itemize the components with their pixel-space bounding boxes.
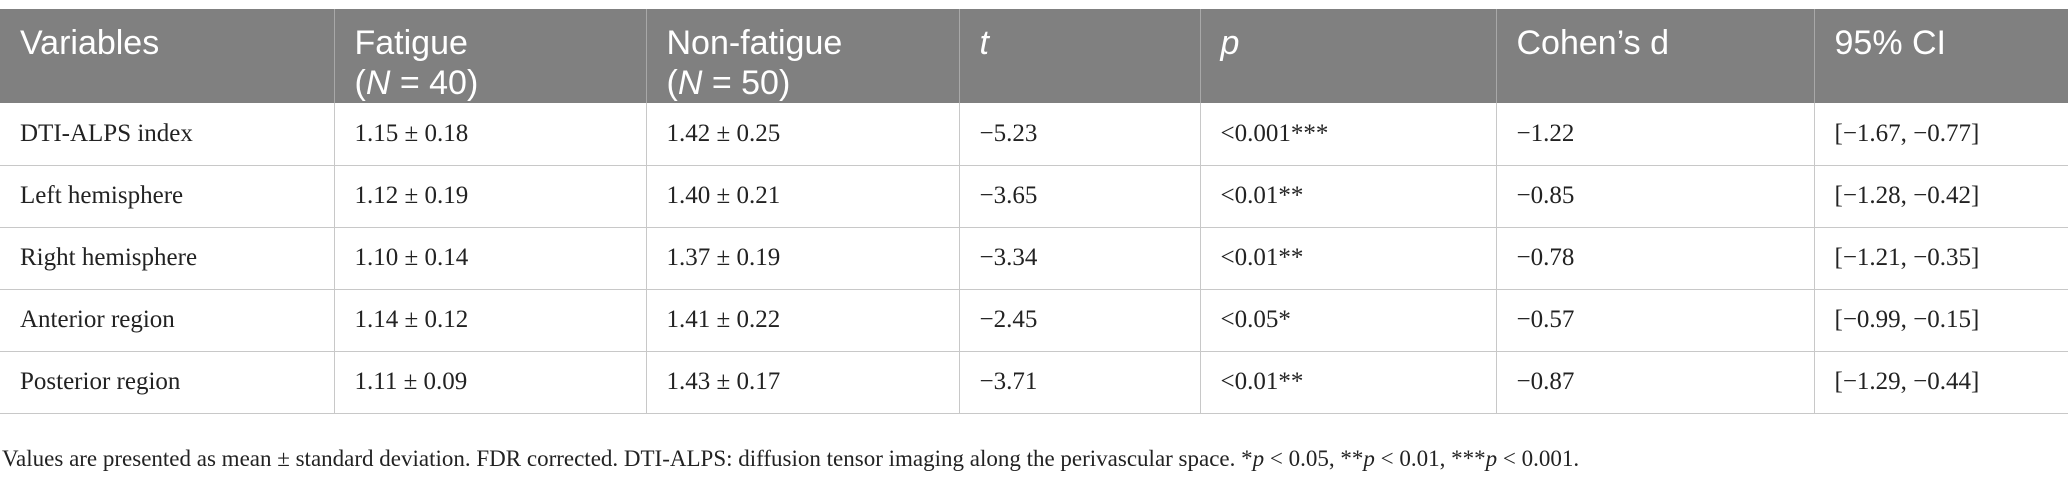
text-segment: Non-fatigue [666,24,843,62]
text-segment: ( [666,64,678,102]
table-row: Posterior region 1.11 ± 0.09 1.43 ± 0.17 −3… [0,351,2068,414]
table-cell: 1.40 ± 0.21 [645,165,959,228]
header-cell: Variables [0,9,334,103]
text-segment: Variables [20,24,160,62]
text-segment: < 0.001. [1497,446,1580,471]
table-cell: 1.42 ± 0.25 [645,103,959,166]
header-cell: Non-fatigue (N = 50) [645,9,959,103]
table-cell: <0.01** [1199,227,1496,290]
header-row: Variables Fatigue (N = 40) Non-fatigue (N = … [0,9,2068,103]
text-segment: N [677,64,703,102]
table-cell: −3.34 [958,227,1200,290]
text-segment: Cohen’s d [1516,24,1670,62]
text-segment: p [1252,446,1265,471]
table-cell: 1.41 ± 0.22 [645,289,959,352]
text-segment: p [1220,24,1240,62]
table-row: Right hemisphere 1.10 ± 0.14 1.37 ± 0.19 −3… [0,227,2068,290]
table-cell: <0.01** [1199,351,1496,414]
table-cell: Right hemisphere [0,227,334,290]
table-cell: −0.85 [1495,165,1814,228]
header-cell: t [958,9,1200,103]
text-segment: Fatigue [354,24,468,62]
table-cell: 1.14 ± 0.12 [333,289,646,352]
data-table: Variables Fatigue (N = 40) Non-fatigue (N = … [0,9,2068,414]
table-cell: −2.45 [958,289,1200,352]
table-cell: 1.10 ± 0.14 [333,227,646,290]
table-cell: 1.12 ± 0.19 [333,165,646,228]
header-cell: Cohen’s d [1495,9,1814,103]
table-row: DTI-ALPS index 1.15 ± 0.18 1.42 ± 0.25 −5.2… [0,103,2068,166]
table-cell: −3.65 [958,165,1200,228]
table-cell: Anterior region [0,289,334,352]
header-line: t [980,23,1180,63]
text-segment: t [979,24,989,62]
table-cell: Left hemisphere [0,165,334,228]
table-cell: [−1.29, −0.44] [1813,351,2068,414]
header-line: Variables [20,23,314,63]
table-body: DTI-ALPS index 1.15 ± 0.18 1.42 ± 0.25 −5.2… [0,103,2068,414]
table-cell: −1.22 [1495,103,1814,166]
table-row: Anterior region 1.14 ± 0.12 1.41 ± 0.22 −2.… [0,289,2068,352]
header-line: 95% CI [1835,23,2049,63]
table-cell: [−1.67, −0.77] [1813,103,2068,166]
header-line: Non-fatigue [667,23,939,63]
table-cell: 1.37 ± 0.19 [645,227,959,290]
text-segment: ( [354,64,366,102]
table-cell: 1.43 ± 0.17 [645,351,959,414]
header-line: Fatigue [355,23,626,63]
table-cell: −0.87 [1495,351,1814,414]
text-segment: < 0.01, *** [1374,446,1486,471]
header-line: Cohen’s d [1517,23,1794,63]
header-line: (N = 50) [667,63,939,103]
header-line: (N = 40) [355,63,626,103]
table-cell: <0.05* [1199,289,1496,352]
text-segment: Values are presented as mean ± standard … [2,446,1253,471]
table-cell: <0.01** [1199,165,1496,228]
text-segment: p [1363,446,1375,471]
header-cell: 95% CI [1813,9,2068,103]
table-cell: 1.15 ± 0.18 [333,103,646,166]
table-cell: <0.001*** [1199,103,1496,166]
table-row: Left hemisphere 1.12 ± 0.19 1.40 ± 0.21 −3.… [0,165,2068,228]
table-cell: [−1.28, −0.42] [1813,165,2068,228]
table-cell: −5.23 [958,103,1200,166]
table-cell: −0.57 [1495,289,1814,352]
header-cell: p [1199,9,1496,103]
text-segment: 95% CI [1834,24,1947,62]
table-cell: [−0.99, −0.15] [1813,289,2068,352]
table-cell: DTI-ALPS index [0,103,334,166]
text-segment: = 50) [702,64,791,102]
table-cell: −0.78 [1495,227,1814,290]
table-cell: −3.71 [958,351,1200,414]
header-cell: Fatigue (N = 40) [333,9,646,103]
text-segment: p [1485,446,1498,471]
text-segment: = 40) [390,64,479,102]
table-cell: [−1.21, −0.35] [1813,227,2068,290]
footnote: Values are presented as mean ± standard … [2,446,1579,472]
table-cell: 1.11 ± 0.09 [333,351,646,414]
text-segment: N [365,64,391,102]
text-segment: < 0.05, ** [1264,446,1364,471]
header-line: p [1221,23,1476,63]
table-cell: Posterior region [0,351,334,414]
